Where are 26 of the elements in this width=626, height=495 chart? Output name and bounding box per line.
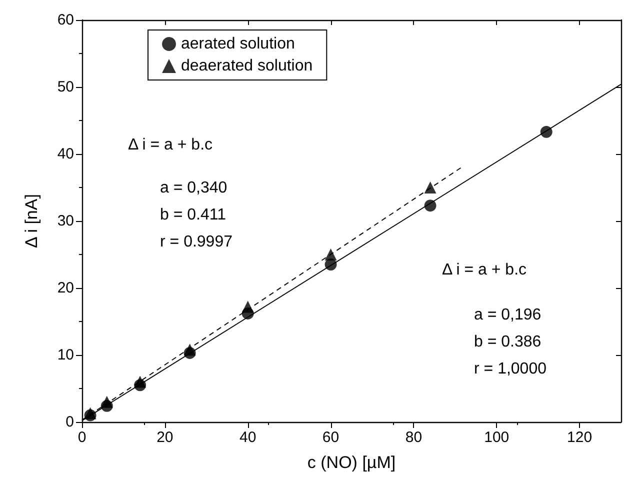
y-tick-label: 10	[57, 346, 74, 364]
x-tick-label: 40	[240, 429, 256, 446]
annotation: b = 0.386	[474, 334, 542, 350]
x-axis-title: c (NO) [µM]	[307, 453, 396, 472]
annotation: a = 0,196	[474, 306, 542, 324]
x-tick-label: 20	[156, 429, 174, 446]
x-tick-label: 120	[567, 429, 592, 446]
annotation: r = 0.9997	[160, 234, 233, 250]
y-tick-label: 30	[57, 212, 74, 230]
y-tick-label: 40	[57, 146, 74, 162]
annotation: r = 1,0000	[474, 360, 547, 378]
y-tick-label: 50	[57, 78, 74, 96]
annotation: Δ i = a + b.c	[442, 262, 527, 278]
annotation: b = 0.411	[160, 206, 226, 224]
legend-label: aerated solution	[181, 36, 295, 52]
annotation: a = 0,340	[160, 180, 228, 196]
legend-label: deaerated solution	[181, 58, 313, 74]
y-tick-label: 0	[66, 414, 74, 430]
y-tick-label: 20	[57, 280, 74, 296]
y-tick-label: 60	[57, 12, 74, 28]
annotation: Δ i = a + b.c	[128, 136, 213, 154]
x-tick-label: 100	[484, 429, 510, 446]
x-tick-label: 80	[405, 429, 422, 446]
x-tick-label: 0	[78, 429, 86, 446]
x-tick-label: 60	[322, 429, 340, 446]
y-axis-title: Δ i [nA]	[22, 194, 41, 248]
